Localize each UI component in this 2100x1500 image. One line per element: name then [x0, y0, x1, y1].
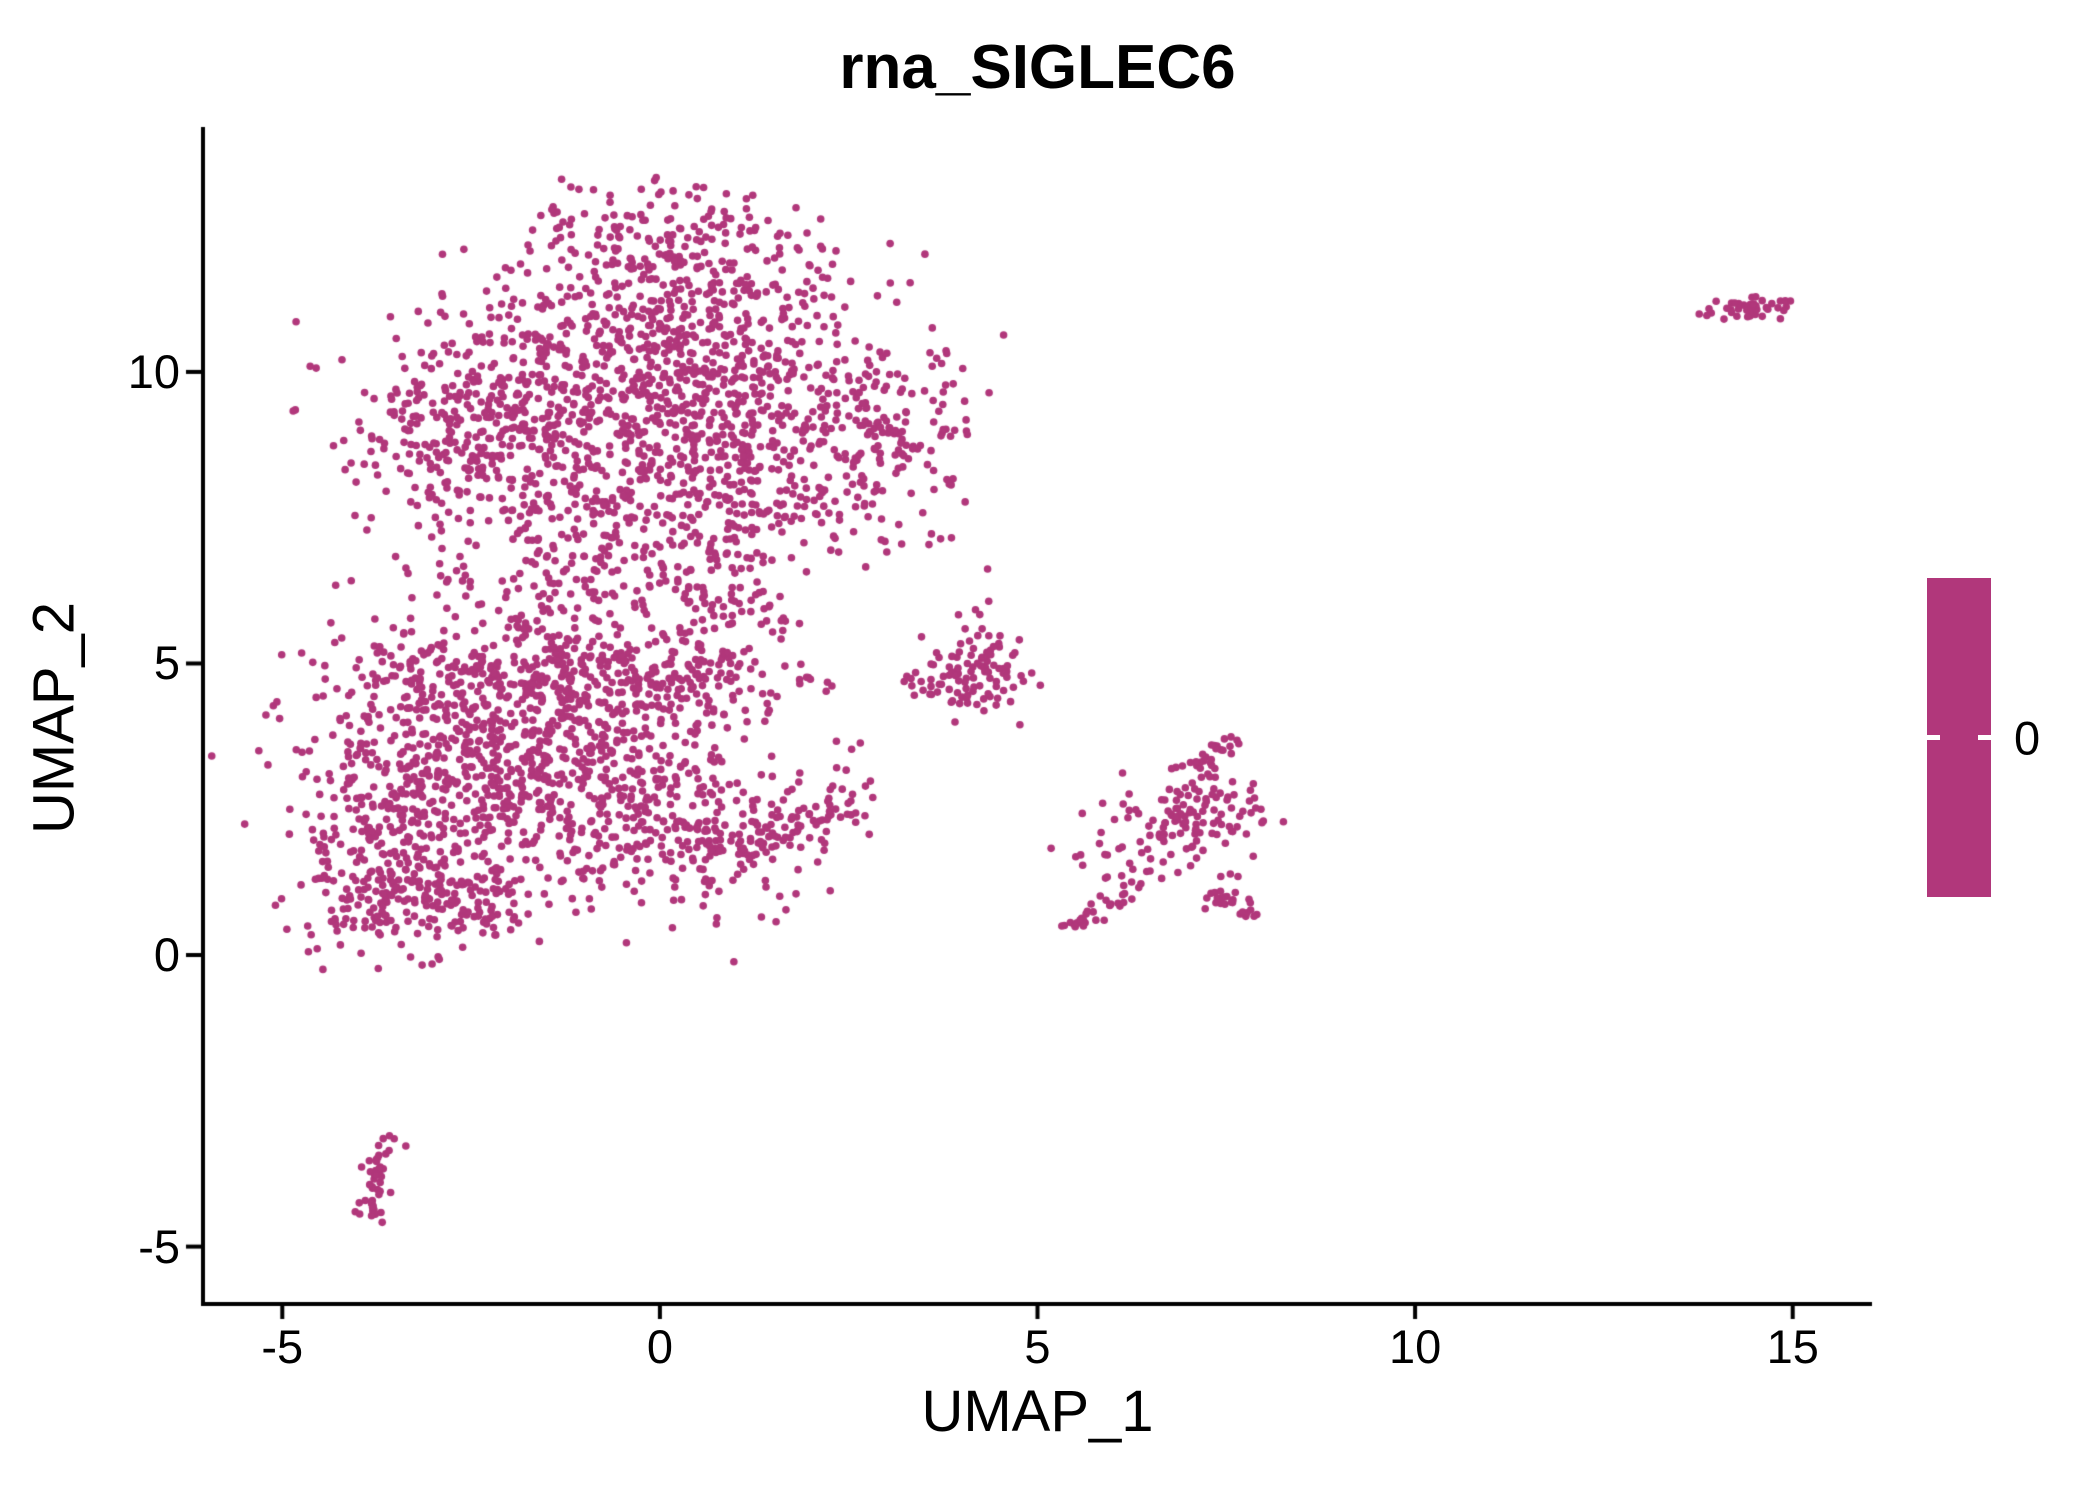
legend-colorbar [1927, 578, 1991, 897]
y-tick-label--5: -5 [138, 1219, 180, 1273]
y-tick-label-5: 5 [153, 636, 180, 690]
plot-title: rna_SIGLEC6 [839, 33, 1236, 102]
y-tick-label-10: 10 [127, 344, 180, 398]
colorbar-tick-left [1927, 735, 1940, 740]
y-tick-label-0: 0 [153, 928, 180, 982]
legend-tick-label: 0 [2014, 711, 2041, 765]
y-axis-label: UMAP_2 [21, 601, 87, 835]
x-tick-label-0: 0 [646, 1320, 673, 1373]
x-tick-label--5: -5 [261, 1320, 304, 1373]
colorbar-tick-right [1978, 735, 1991, 740]
x-axis-label: UMAP_1 [921, 1379, 1154, 1444]
x-tick-label-15: 15 [1766, 1320, 1819, 1373]
x-tick-label-10: 10 [1388, 1320, 1442, 1373]
x-tick-label-5: 5 [1024, 1320, 1051, 1373]
